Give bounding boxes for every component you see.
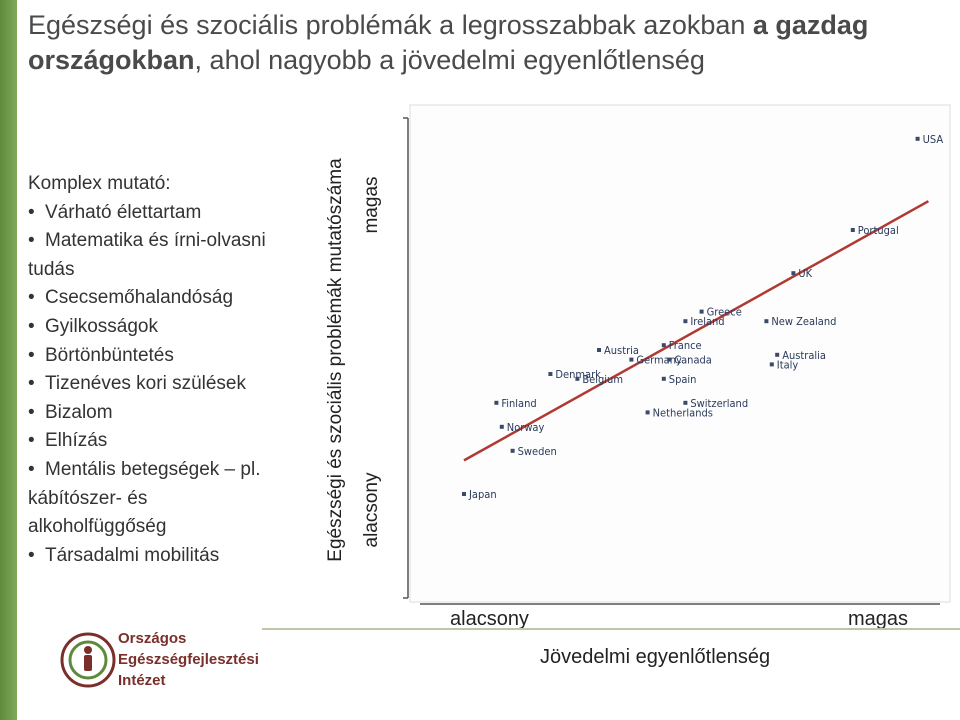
list-item: Csecsemőhalandóság [28,284,318,313]
data-point-france [661,343,666,348]
list-item: Várható élettartam [28,199,318,228]
point-label-new-zealand: New Zealand [771,315,836,328]
data-point-uk [791,271,796,276]
title-bold-1: a gazdag [752,10,869,40]
trend-line [463,200,930,462]
data-point-germany [629,357,634,362]
data-point-japan [462,492,466,496]
institute-name: Országos Egészségfejlesztési Intézet [118,628,259,691]
point-label-finland: Finland [501,397,536,410]
point-label-switzerland: Switzerland [690,397,748,410]
data-point-spain [661,376,666,381]
point-label-netherlands: Netherlands [653,406,713,419]
data-point-sweden [510,448,515,453]
institute-logo [60,632,116,688]
point-label-denmark: Denmark [555,368,601,381]
data-point-canada [667,357,672,362]
list-item: Gyilkosságok [28,313,318,342]
footer-divider [262,628,960,630]
x-axis-title: Jövedelmi egyenlőtlenség [540,646,771,668]
data-point-greece [699,309,704,314]
institute-name-line3: Intézet [118,672,166,689]
list-item: Börtönbüntetés [28,342,318,371]
point-label-norway: Norway [507,421,545,434]
point-label-germany: Germany [636,354,682,367]
x-axis-high-label: magas [848,608,909,630]
institute-name-line2: Egészségfejlesztési [118,651,259,668]
data-point-italy [769,362,774,367]
title-text-2: , ahol nagyobb a jövedelmi egyenlőtlensé… [194,45,705,75]
sidebar-accent [0,0,17,720]
data-point-norway [499,424,504,429]
data-points: USA Portugal UK Greece New Zealand Ireland Fra… [462,133,943,501]
data-point-denmark [548,372,553,376]
page-title: Egészségi és szociális problémák a legro… [28,8,938,78]
title-text-1: Egészségi és szociális problémák a legro… [28,10,753,40]
list-item-continuation: alkoholfüggőség [28,516,167,538]
data-point-usa [915,136,920,141]
point-label-canada: Canada [674,354,712,367]
data-point-portugal [850,228,855,232]
point-label-australia: Australia [782,349,826,362]
point-label-spain: Spain [669,373,697,386]
point-label-uk: UK [798,267,812,280]
list-item: Tizenéves kori szülések [28,370,318,399]
point-label-belgium: Belgium [582,373,623,386]
point-label-japan: Japan [468,488,497,501]
point-label-sweden: Sweden [518,445,557,458]
data-point-australia [775,352,780,357]
institute-name-line1: Országos [118,630,187,647]
list-item: Bizalom [28,399,318,428]
point-label-greece: Greece [707,306,742,319]
list-item: Matematika és írni-olvasni [28,227,318,256]
point-label-portugal: Portugal [858,224,899,237]
data-point-new-zealand [764,319,769,324]
list-item: Mentális betegségek – pl. [28,456,318,485]
list-item-continuation: tudás [28,258,75,280]
data-point-finland [494,400,499,405]
data-point-switzerland [683,400,688,405]
data-point-belgium [575,376,580,381]
list-item-continuation: kábítószer- és [28,487,148,509]
x-axis-low-label: alacsony [450,608,529,630]
data-point-netherlands [645,410,650,415]
point-label-usa: USA [923,133,944,146]
list-item: Elhízás [28,427,318,456]
list-item: Társadalmi mobilitás [28,542,318,571]
indicator-list: Komplex mutató: Várható élettartam Matem… [28,170,318,570]
point-label-italy: Italy [777,358,799,371]
point-label-ireland: Ireland [690,315,724,328]
data-point-ireland [683,319,688,324]
point-label-austria: Austria [604,344,639,357]
data-point-austria [597,348,601,352]
point-label-france: France [669,339,702,352]
title-bold-2: országokban [28,45,195,75]
plot-area [409,104,951,603]
list-heading: Komplex mutató: [28,173,171,194]
